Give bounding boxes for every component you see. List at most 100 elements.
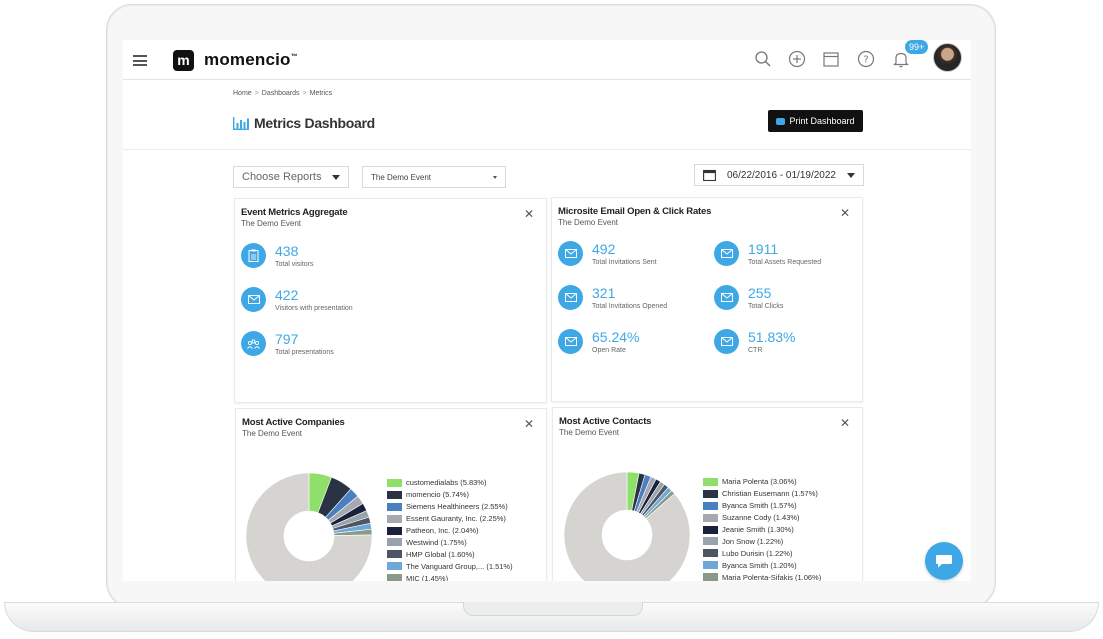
help-icon[interactable]: ? <box>856 49 876 69</box>
event-metrics-card: Event Metrics Aggregate The Demo Event ✕… <box>234 198 547 403</box>
breadcrumb-metrics: Metrics <box>309 90 333 97</box>
metric-total-visitors: 438 Total visitors <box>241 243 314 268</box>
legend-swatch <box>703 525 718 534</box>
close-icon[interactable]: ✕ <box>523 417 534 431</box>
metric-invitations-sent: 492 Total Invitations Sent <box>558 241 657 266</box>
envelope-icon <box>558 241 583 266</box>
legend-swatch <box>387 550 402 559</box>
top-bar: m momencio™ ? 99+ <box>123 40 971 80</box>
card-title: Most Active Companies <box>242 417 345 428</box>
legend-item[interactable]: Byanca Smith (1.20%) <box>703 559 821 571</box>
legend-swatch <box>703 537 718 546</box>
card-subtitle: The Demo Event <box>559 428 620 437</box>
user-avatar[interactable] <box>933 43 962 72</box>
legend-swatch <box>703 513 718 522</box>
legend-item[interactable]: momencio (5.74%) <box>387 489 513 501</box>
printer-icon <box>776 117 786 125</box>
legend-item[interactable]: customedialabs (5.83%) <box>387 477 513 489</box>
legend-swatch <box>387 562 402 571</box>
legend-item[interactable]: The Vanguard Group,... (1.51%) <box>387 560 513 572</box>
card-title: Event Metrics Aggregate <box>241 207 348 218</box>
legend-item[interactable]: MIC (1.45%) <box>387 572 513 581</box>
legend-label: Patheon, Inc. (2.04%) <box>406 526 479 535</box>
chat-button[interactable] <box>925 542 963 580</box>
chevron-down-icon <box>846 172 855 178</box>
close-icon[interactable]: ✕ <box>839 416 850 430</box>
brand-name: momencio™ <box>204 50 298 69</box>
legend-item[interactable]: Lubo Durisin (1.22%) <box>703 547 821 559</box>
date-range-picker[interactable]: 06/22/2016 - 01/19/2022 <box>694 164 864 186</box>
active-contacts-card: Most Active Contacts The Demo Event ✕ Ma… <box>552 407 863 581</box>
legend-item[interactable]: Jon Snow (1.22%) <box>703 535 821 547</box>
legend-item[interactable]: Siemens Healthineers (2.55%) <box>387 501 513 513</box>
breadcrumb: Home > Dashboards > Metrics <box>233 90 333 97</box>
card-subtitle: The Demo Event <box>242 429 303 438</box>
legend-swatch <box>387 502 402 511</box>
pie-slice-remainder[interactable] <box>245 472 373 581</box>
bar-chart-icon <box>233 116 249 130</box>
calendar-icon[interactable] <box>821 49 841 69</box>
chevron-down-icon <box>493 175 497 179</box>
legend-item[interactable]: Jeanie Smith (1.30%) <box>703 524 821 536</box>
legend-label: Maria Polenta-Sifakis (1.06%) <box>722 572 822 581</box>
legend-label: Westwind (1.75%) <box>406 537 467 547</box>
app-screen: m momencio™ ? 99+ Home > Dashboards > Metric… <box>123 40 971 581</box>
close-icon[interactable]: ✕ <box>523 207 534 221</box>
metric-visitors-with-presentation: 422 Visitors with presentation <box>241 287 353 312</box>
active-companies-card: Most Active Companies The Demo Event ✕ c… <box>235 408 547 581</box>
page-title: Metrics Dashboard <box>233 115 375 131</box>
calendar-icon <box>703 169 716 181</box>
chat-bubble-icon <box>936 554 952 567</box>
metric-total-clicks: 255 Total Clicks <box>714 285 783 310</box>
legend-label: Byanca Smith (1.20%) <box>722 560 797 570</box>
search-icon[interactable] <box>753 49 773 69</box>
legend-label: Byanca Smith (1.57%) <box>722 501 797 511</box>
legend-item[interactable]: Byanca Smith (1.57%) <box>703 500 821 512</box>
legend-label: Maria Polenta (3.06%) <box>722 477 797 487</box>
envelope-icon <box>241 287 266 312</box>
legend-item[interactable]: HMP Global (1.60%) <box>387 548 513 560</box>
legend-item[interactable]: Westwind (1.75%) <box>387 536 513 548</box>
breadcrumb-home[interactable]: Home <box>233 90 252 97</box>
add-icon[interactable] <box>787 49 807 69</box>
clipboard-icon <box>241 243 266 268</box>
legend-label: Lubo Durisin (1.22%) <box>722 548 793 558</box>
print-dashboard-button[interactable]: Print Dashboard <box>768 110 863 132</box>
legend-label: momencio (5.74%) <box>406 490 469 500</box>
legend-item[interactable]: Maria Polenta (3.06%) <box>703 476 821 488</box>
legend-item[interactable]: Patheon, Inc. (2.04%) <box>387 525 513 537</box>
card-subtitle: The Demo Event <box>241 219 302 228</box>
envelope-icon <box>714 329 739 354</box>
header-divider <box>123 149 971 150</box>
legend-swatch <box>387 514 402 523</box>
presentation-icon <box>241 331 266 356</box>
envelope-icon <box>558 329 583 354</box>
envelope-icon <box>558 285 583 310</box>
page-title-text: Metrics Dashboard <box>254 115 375 131</box>
pie-slice-remainder[interactable] <box>563 471 691 581</box>
metric-assets-requested: 1911 Total Assets Requested <box>714 241 821 266</box>
metric-open-rate: 65.24% Open Rate <box>558 329 639 354</box>
laptop-notch <box>463 602 643 616</box>
notification-bell-icon[interactable] <box>891 49 911 69</box>
legend-item[interactable]: Christian Eusemann (1.57%) <box>703 488 821 500</box>
envelope-icon <box>714 241 739 266</box>
legend-item[interactable]: Essent Gauranty, Inc. (2.25%) <box>387 513 513 525</box>
card-title: Microsite Email Open & Click Rates <box>558 206 712 217</box>
hamburger-menu-icon[interactable] <box>133 55 147 66</box>
legend-swatch <box>387 574 402 581</box>
legend-swatch <box>703 561 718 570</box>
legend-item[interactable]: Maria Polenta-Sifakis (1.06%) <box>703 571 821 581</box>
legend-label: The Vanguard Group,... (1.51%) <box>406 561 513 571</box>
email-rates-card: Microsite Email Open & Click Rates The D… <box>551 197 863 402</box>
legend-label: Jeanie Smith (1.30%) <box>722 525 794 534</box>
breadcrumb-dashboards[interactable]: Dashboards <box>261 90 300 97</box>
metric-invitations-opened: 321 Total Invitations Opened <box>558 285 667 310</box>
metric-ctr: 51.83% CTR <box>714 329 795 354</box>
choose-reports-dropdown[interactable]: Choose Reports <box>233 166 349 188</box>
legend-swatch <box>703 501 718 510</box>
legend-item[interactable]: Suzanne Cody (1.43%) <box>703 512 821 524</box>
close-icon[interactable]: ✕ <box>839 206 850 220</box>
card-subtitle: The Demo Event <box>558 218 619 227</box>
event-select[interactable]: The Demo Event <box>362 166 506 188</box>
